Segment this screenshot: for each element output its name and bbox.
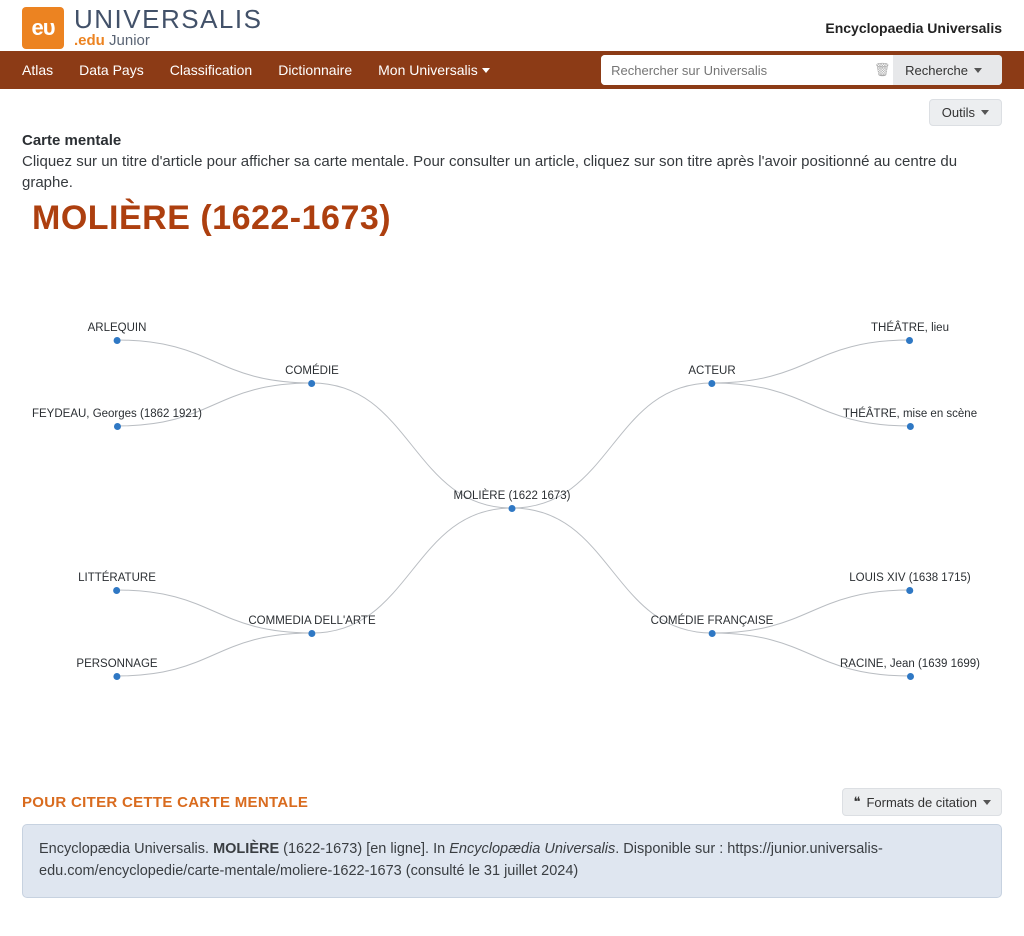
brand-top: UNIVERSALIS bbox=[74, 6, 262, 33]
page-title: MOLIÈRE (1622-1673) bbox=[22, 199, 1002, 238]
mind-map[interactable]: ARLEQUIN FEYDEAU, Georges (1862 1921) COMÉ… bbox=[22, 248, 1002, 748]
graph-leaf-node[interactable]: RACINE, Jean (1639 1699) bbox=[840, 658, 980, 680]
node-dot-icon bbox=[709, 630, 716, 637]
node-dot-icon bbox=[907, 423, 914, 430]
node-label: LOUIS XIV (1638 1715) bbox=[849, 572, 970, 587]
nav-item-data-pays[interactable]: Data Pays bbox=[79, 62, 144, 78]
brand[interactable]: eυ UNIVERSALIS .edu Junior bbox=[22, 6, 262, 49]
chevron-down-icon bbox=[974, 68, 982, 73]
top-bar: eυ UNIVERSALIS .edu Junior Encyclopaedia… bbox=[0, 0, 1024, 51]
quote-icon: ❝ bbox=[853, 794, 860, 810]
search-group: 🗑 Recherche bbox=[601, 55, 1002, 85]
node-dot-icon bbox=[709, 380, 716, 387]
nav-item-label: Atlas bbox=[22, 62, 53, 78]
nav-item-classification[interactable]: Classification bbox=[170, 62, 252, 78]
node-dot-icon bbox=[907, 337, 914, 344]
brand-junior: Junior bbox=[105, 32, 150, 49]
graph-branch-node[interactable]: COMÉDIE FRANÇAISE bbox=[651, 615, 774, 637]
chevron-down-icon bbox=[983, 800, 991, 805]
brand-text: UNIVERSALIS .edu Junior bbox=[74, 6, 262, 49]
graph-center-node[interactable]: MOLIÈRE (1622 1673) bbox=[454, 490, 571, 512]
node-label: PERSONNAGE bbox=[76, 658, 157, 673]
chevron-down-icon bbox=[981, 110, 989, 115]
node-label: THÉÂTRE, mise en scène bbox=[843, 408, 977, 423]
graph-leaf-node[interactable]: PERSONNAGE bbox=[76, 658, 157, 680]
content: Outils Carte mentale Cliquez sur un titr… bbox=[0, 89, 1024, 918]
logo-icon: eυ bbox=[22, 7, 64, 49]
nav-item-atlas[interactable]: Atlas bbox=[22, 62, 53, 78]
node-label: COMMEDIA DELL'ARTE bbox=[248, 615, 375, 630]
section-heading: Carte mentale bbox=[22, 132, 1002, 149]
node-dot-icon bbox=[114, 587, 121, 594]
section-description: Cliquez sur un titre d'article pour affi… bbox=[22, 151, 1002, 193]
citation-text-mid1: (1622-1673) [en ligne]. In bbox=[279, 841, 449, 857]
node-label: RACINE, Jean (1639 1699) bbox=[840, 658, 980, 673]
clear-search-icon[interactable]: 🗑 bbox=[871, 62, 893, 78]
nav-item-dictionnaire[interactable]: Dictionnaire bbox=[278, 62, 352, 78]
nav-item-label: Dictionnaire bbox=[278, 62, 352, 78]
tools-button[interactable]: Outils bbox=[929, 99, 1002, 126]
search-button[interactable]: Recherche bbox=[893, 55, 1002, 85]
brand-edu: .edu bbox=[74, 32, 105, 49]
search-input[interactable] bbox=[601, 55, 871, 85]
node-label: LITTÉRATURE bbox=[78, 572, 156, 587]
nav-item-mon-universalis[interactable]: Mon Universalis bbox=[378, 62, 490, 78]
citation-formats-label: Formats de citation bbox=[866, 795, 977, 810]
node-label: COMÉDIE FRANÇAISE bbox=[651, 615, 774, 630]
nav-item-label: Classification bbox=[170, 62, 252, 78]
graph-branch-node[interactable]: ACTEUR bbox=[688, 365, 735, 387]
brand-bottom: .edu Junior bbox=[74, 33, 262, 49]
tools-button-label: Outils bbox=[942, 105, 975, 120]
node-label: COMÉDIE bbox=[285, 365, 339, 380]
nav-item-label: Data Pays bbox=[79, 62, 144, 78]
citation-text-bold: MOLIÈRE bbox=[213, 841, 279, 857]
graph-leaf-node[interactable]: LITTÉRATURE bbox=[78, 572, 156, 594]
node-label: ARLEQUIN bbox=[88, 322, 147, 337]
node-label: THÉÂTRE, lieu bbox=[871, 322, 949, 337]
node-dot-icon bbox=[907, 673, 914, 680]
node-dot-icon bbox=[508, 505, 515, 512]
node-label: FEYDEAU, Georges (1862 1921) bbox=[32, 408, 202, 423]
graph-leaf-node[interactable]: ARLEQUIN bbox=[88, 322, 147, 344]
graph-branch-node[interactable]: COMMEDIA DELL'ARTE bbox=[248, 615, 375, 637]
graph-leaf-node[interactable]: FEYDEAU, Georges (1862 1921) bbox=[32, 408, 202, 430]
nav-item-label: Mon Universalis bbox=[378, 62, 478, 78]
citation-text-prefix: Encyclopædia Universalis. bbox=[39, 841, 213, 857]
chevron-down-icon bbox=[482, 68, 490, 73]
graph-branch-node[interactable]: COMÉDIE bbox=[285, 365, 339, 387]
citation-formats-button[interactable]: ❝ Formats de citation bbox=[842, 788, 1002, 816]
node-label: MOLIÈRE (1622 1673) bbox=[454, 490, 571, 505]
citation-text-italic: Encyclopædia Universalis bbox=[449, 841, 615, 857]
search-button-label: Recherche bbox=[905, 63, 968, 78]
top-right-label: Encyclopaedia Universalis bbox=[825, 20, 1002, 36]
citation-box: Encyclopædia Universalis. MOLIÈRE (1622-… bbox=[22, 824, 1002, 898]
node-dot-icon bbox=[309, 630, 316, 637]
node-dot-icon bbox=[114, 423, 121, 430]
node-label: ACTEUR bbox=[688, 365, 735, 380]
node-dot-icon bbox=[113, 673, 120, 680]
citation-heading: POUR CITER CETTE CARTE MENTALE bbox=[22, 794, 308, 811]
graph-leaf-node[interactable]: THÉÂTRE, mise en scène bbox=[843, 408, 977, 430]
main-nav: Atlas Data Pays Classification Dictionnaire… bbox=[0, 51, 1024, 89]
node-dot-icon bbox=[113, 337, 120, 344]
node-dot-icon bbox=[907, 587, 914, 594]
graph-leaf-node[interactable]: THÉÂTRE, lieu bbox=[871, 322, 949, 344]
node-dot-icon bbox=[308, 380, 315, 387]
graph-leaf-node[interactable]: LOUIS XIV (1638 1715) bbox=[849, 572, 970, 594]
